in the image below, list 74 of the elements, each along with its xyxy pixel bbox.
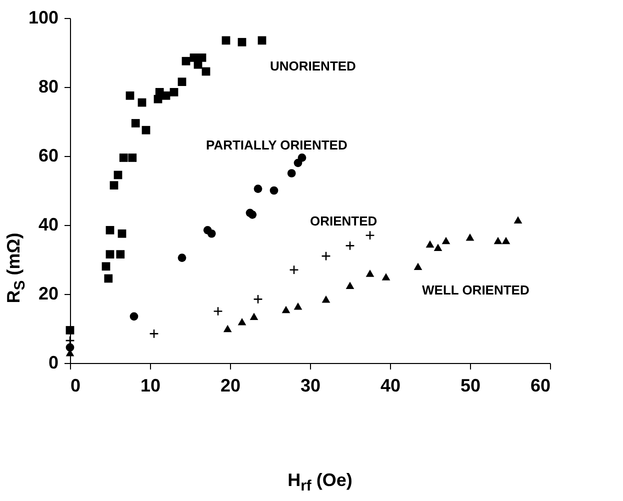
x-axis-title: H$_{rf}$ (Oe): [288, 470, 352, 495]
y-tick-label: 0: [48, 352, 58, 372]
point: [253, 294, 263, 304]
y-tick-label: 40: [38, 214, 58, 234]
point: [222, 36, 230, 45]
point: [254, 184, 262, 193]
point: [366, 270, 374, 277]
point: [321, 251, 331, 261]
point: [442, 236, 450, 244]
point: [238, 318, 246, 326]
y-tick-label: 20: [38, 284, 58, 304]
point: [294, 302, 302, 310]
point: [322, 296, 330, 303]
point: [365, 230, 375, 240]
point: [502, 236, 510, 244]
point: [182, 56, 190, 66]
point: [114, 170, 122, 180]
y-tick-label: 100: [28, 8, 58, 28]
point: [282, 306, 290, 314]
point: [270, 186, 278, 195]
point: [131, 119, 140, 128]
point: [202, 67, 210, 76]
point: [116, 250, 125, 259]
series-label: PARTIALLY ORIENTED: [206, 138, 348, 153]
point: [248, 210, 257, 219]
point: [494, 236, 502, 244]
series-label: ORIENTED: [310, 214, 378, 229]
x-tick-label: 40: [380, 376, 401, 396]
point: [198, 53, 206, 62]
point: [298, 154, 306, 162]
series-label: UNORIENTED: [270, 58, 356, 74]
point: [287, 169, 296, 178]
point: [178, 254, 186, 262]
point: [426, 240, 434, 248]
point: [106, 250, 114, 259]
point: [149, 328, 159, 339]
x-tick-label: 30: [300, 376, 321, 396]
point: [223, 324, 232, 332]
point: [514, 216, 522, 224]
y-tick-label: 80: [38, 76, 58, 96]
point: [142, 126, 150, 134]
point: [346, 282, 354, 289]
point: [138, 98, 146, 107]
x-tick-label: 50: [460, 376, 481, 396]
point: [434, 244, 442, 252]
series-label: WELL ORIENTED: [422, 282, 530, 298]
point: [178, 78, 186, 86]
point: [258, 36, 266, 45]
point: [207, 229, 216, 238]
point: [130, 312, 138, 321]
y-tick-label: 60: [38, 146, 58, 166]
x-tick-label: 10: [140, 376, 161, 396]
point: [466, 233, 474, 241]
point: [126, 91, 134, 100]
point: [238, 38, 246, 46]
point: [250, 312, 258, 320]
point: [170, 88, 178, 96]
point: [110, 181, 118, 190]
point: [118, 229, 126, 238]
point: [382, 273, 390, 280]
x-tick-label: 20: [220, 376, 241, 396]
point: [106, 226, 114, 234]
point: [66, 326, 74, 334]
x-tick-label: 60: [530, 376, 550, 396]
point: [102, 262, 110, 271]
point: [128, 154, 137, 162]
point: [414, 262, 422, 270]
point: [213, 306, 223, 316]
point: [345, 240, 355, 251]
point: [104, 274, 113, 283]
point: [119, 154, 128, 162]
x-tick-label: 0: [70, 376, 81, 396]
point: [289, 265, 299, 275]
point: [162, 91, 170, 100]
